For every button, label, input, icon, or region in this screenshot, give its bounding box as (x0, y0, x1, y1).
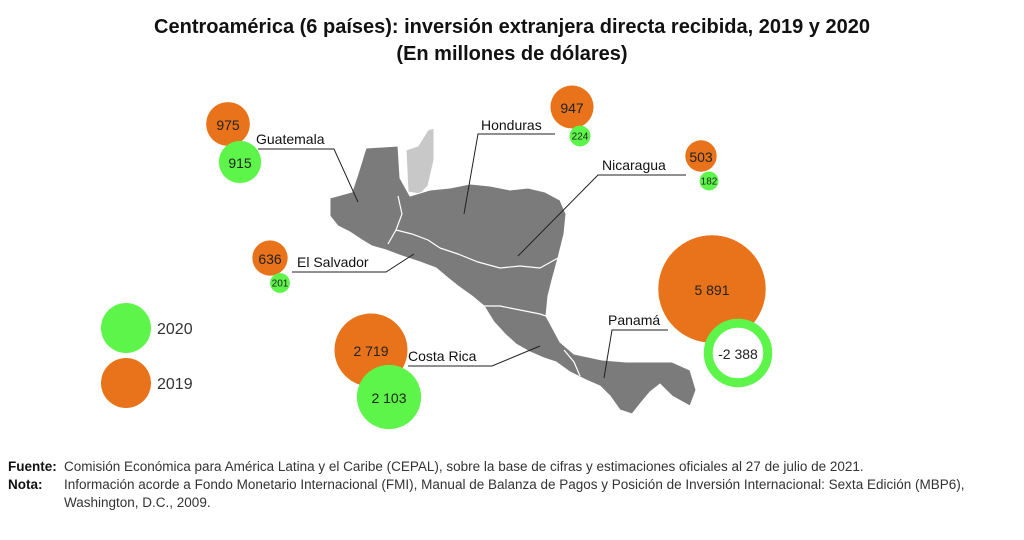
bubble-panama-2019 (658, 235, 766, 343)
source-key: Fuente: (8, 459, 57, 474)
note-text: Información acorde a Fondo Monetario Int… (64, 477, 965, 510)
leader-lines (258, 133, 686, 379)
legend-label-2019: 2019 (157, 376, 193, 393)
country-label-guatemala: Guatemala (256, 131, 325, 147)
bubble-guatemala-2020 (218, 140, 262, 184)
leader-nicaragua (517, 174, 686, 257)
country-label-panama: Panamá (608, 312, 660, 328)
country-label-honduras: Honduras (481, 117, 542, 133)
source-row: Fuente: Comisión Económica para América … (8, 458, 1018, 476)
bubble-costa-rica-2020 (356, 364, 422, 430)
source-text: Comisión Económica para América Latina y… (64, 459, 864, 474)
bubble-guatemala-2019 (206, 102, 250, 146)
value-label-honduras-2020: 224 (572, 132, 589, 143)
value-label-el-salvador-2020: 201 (272, 279, 289, 290)
footer: Fuente: Comisión Económica para América … (8, 458, 1018, 512)
legend-swatch-2019 (101, 358, 151, 408)
bubble-el-salvador-2019 (252, 240, 288, 276)
country-label-elsalvador: El Salvador (297, 254, 369, 270)
legend-label-2020: 2020 (157, 321, 193, 338)
bubble-honduras-2020 (569, 125, 591, 147)
value-label-nicaragua-2019: 503 (689, 149, 713, 165)
country-label-nicaragua: Nicaragua (602, 157, 666, 173)
title-line: Centroamérica (6 países): inversión extr… (154, 16, 870, 38)
value-label-panama-2019: 5 891 (694, 282, 729, 298)
value-label-honduras-2019: 947 (560, 100, 584, 116)
map-landmass (329, 145, 697, 415)
value-label-guatemala-2019: 975 (216, 117, 240, 133)
bubble-nicaragua-2019 (685, 140, 717, 172)
bubble-map-chart: Guatemala Honduras Nicaragua El Salvador… (101, 85, 773, 430)
value-label-guatemala-2020: 915 (228, 155, 252, 171)
value-label-costa-rica-2020: 2 103 (371, 390, 406, 406)
leader-honduras (463, 133, 555, 215)
value-label-el-salvador-2019: 636 (258, 251, 282, 267)
leader-costarica (408, 345, 541, 367)
bubble-honduras-2019 (550, 85, 594, 129)
map-belize (405, 127, 435, 195)
bubble-panama-2020 (703, 318, 773, 388)
chart-title: Centroamérica (6 países): inversión extr… (0, 14, 1024, 68)
note-row: Nota: Información acorde a Fondo Monetar… (8, 476, 1018, 512)
country-labels: Guatemala Honduras Nicaragua El Salvador… (256, 117, 666, 364)
legend-swatch-2020 (101, 303, 151, 353)
bubbles: 975 915 947 224 503 182 636 201 2 719 2 103 5 891 -… (206, 85, 773, 430)
value-label-costa-rica-2019: 2 719 (353, 343, 388, 359)
leader-panama (603, 329, 668, 379)
central-america-map (329, 127, 697, 415)
subtitle-line: (En millones de dólares) (396, 43, 628, 65)
map-borders (387, 195, 581, 377)
note-key: Nota: (8, 477, 43, 492)
value-label-panama-2020: -2 388 (718, 346, 758, 362)
value-label-nicaragua-2020: 182 (701, 177, 718, 188)
country-label-costarica: Costa Rica (408, 348, 477, 364)
leader-elsalvador (292, 253, 415, 273)
legend: 2020 2019 (101, 303, 193, 408)
bubble-el-salvador-2020 (270, 273, 290, 293)
leader-guatemala (258, 148, 359, 203)
bubble-nicaragua-2020 (699, 171, 719, 191)
